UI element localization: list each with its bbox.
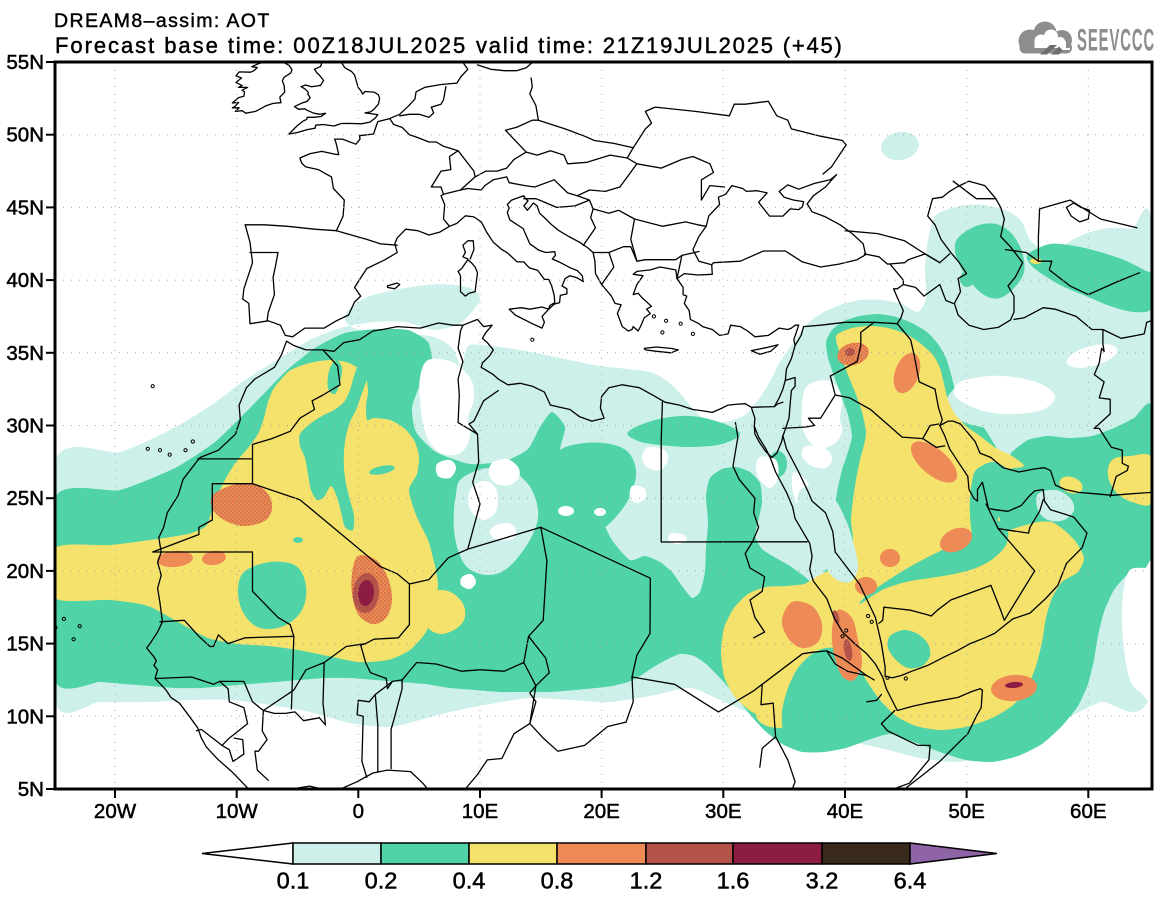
svg-text:1.2: 1.2: [630, 868, 663, 894]
svg-text:60E: 60E: [1070, 800, 1106, 823]
svg-text:25N: 25N: [6, 487, 44, 510]
svg-text:5N: 5N: [18, 778, 44, 801]
svg-text:20E: 20E: [583, 800, 619, 823]
svg-text:0: 0: [353, 800, 364, 823]
svg-text:35N: 35N: [6, 342, 44, 365]
svg-text:10N: 10N: [6, 705, 44, 728]
svg-text:DREAM8–assim: AOT: DREAM8–assim: AOT: [54, 10, 271, 32]
svg-text:45N: 45N: [6, 196, 44, 219]
svg-text:40N: 40N: [6, 269, 44, 292]
svg-text:15N: 15N: [6, 633, 44, 656]
svg-text:0.2: 0.2: [365, 868, 398, 894]
svg-text:50E: 50E: [948, 800, 984, 823]
svg-text:30E: 30E: [705, 800, 741, 823]
svg-text:20N: 20N: [6, 560, 44, 583]
svg-text:10E: 10E: [462, 800, 498, 823]
svg-text:6.4: 6.4: [894, 868, 927, 894]
svg-text:3.2: 3.2: [806, 868, 839, 894]
svg-text:10W: 10W: [216, 800, 259, 823]
svg-text:20W: 20W: [94, 800, 137, 823]
svg-text:1.6: 1.6: [717, 868, 750, 894]
svg-text:55N: 55N: [6, 51, 44, 74]
svg-text:Forecast base time: 00Z18JUL20: Forecast base time: 00Z18JUL2025: [55, 33, 467, 58]
svg-text:50N: 50N: [6, 124, 44, 147]
svg-text:0.4: 0.4: [453, 868, 486, 894]
svg-text:0.1: 0.1: [277, 868, 310, 894]
svg-text:valid time: 21Z19JUL2025 (+45): valid time: 21Z19JUL2025 (+45): [476, 33, 844, 58]
svg-text:40E: 40E: [827, 800, 863, 823]
svg-text:0.8: 0.8: [541, 868, 574, 894]
svg-text:30N: 30N: [6, 415, 44, 438]
svg-text:SEEVCCC: SEEVCCC: [1077, 24, 1155, 59]
